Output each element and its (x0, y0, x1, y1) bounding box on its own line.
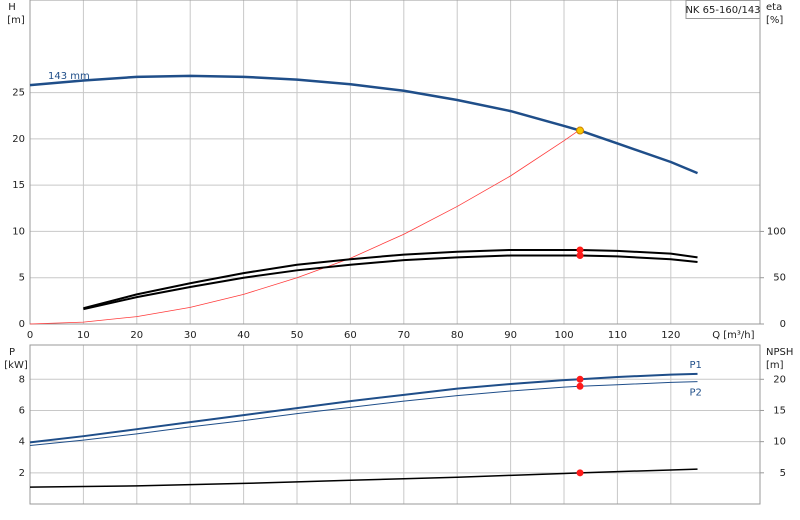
y2-tick-label: 20 (773, 374, 786, 385)
y-tick-label: 20 (12, 134, 25, 145)
title-box (685, 0, 761, 19)
y2-tick-label: 100 (767, 226, 786, 237)
curve (83, 248, 698, 310)
x-tick-label: 80 (451, 330, 464, 341)
x-axis-label: Q [m³/h] (712, 330, 754, 341)
curve-label: P1 (690, 360, 702, 371)
y2-axis-unit: [m] (766, 360, 784, 371)
x-tick-label: 50 (291, 330, 304, 341)
curve-label: P2 (690, 388, 702, 399)
curve (29, 129, 581, 325)
y-axis-unit: [m] (7, 15, 25, 26)
x-tick-label: 70 (397, 330, 410, 341)
x-tick-label: 0 (27, 330, 33, 341)
chart-title: NK 65-160/143 (685, 5, 760, 16)
y-tick-label: 4 (19, 437, 25, 448)
y2-axis-label: NPSH (766, 347, 793, 358)
x-tick-label: 110 (608, 330, 627, 341)
curve (83, 254, 698, 311)
duty-point (576, 375, 584, 383)
y-tick-label: 6 (19, 405, 25, 416)
x-tick-label: 60 (344, 330, 357, 341)
x-tick-label: 100 (554, 330, 573, 341)
y-tick-label: 25 (12, 88, 25, 99)
duty-point (576, 251, 584, 259)
y-axis-label: H (8, 2, 16, 13)
y-axis-unit: [kW] (4, 360, 28, 371)
x-tick-label: 10 (77, 330, 90, 341)
y-tick-label: 2 (19, 468, 25, 479)
curve (29, 74, 699, 175)
y-tick-label: 5 (19, 273, 25, 284)
y2-axis-label: eta (766, 2, 782, 13)
y2-axis-unit: [%] (766, 15, 783, 26)
duty-point (576, 126, 585, 135)
plot-frame (29, 0, 761, 325)
duty-point (576, 382, 584, 390)
y-tick-label: 10 (12, 226, 25, 237)
plot-frame (29, 344, 761, 505)
y-tick-label: 15 (12, 180, 25, 191)
y2-tick-label: 15 (773, 405, 786, 416)
x-tick-label: 120 (661, 330, 680, 341)
y2-tick-label: 5 (780, 468, 786, 479)
curve (29, 468, 698, 488)
x-tick-label: 20 (130, 330, 143, 341)
y2-tick-label: 0 (780, 319, 786, 330)
x-tick-label: 90 (504, 330, 517, 341)
curve (29, 372, 698, 444)
duty-point (576, 469, 584, 477)
y-tick-label: 0 (19, 319, 25, 330)
y-tick-label: 8 (19, 374, 25, 385)
x-tick-label: 30 (184, 330, 197, 341)
y-axis-label: P (9, 347, 15, 358)
curve-label: 143 mm (48, 71, 90, 82)
y2-tick-label: 10 (773, 437, 786, 448)
duty-point (576, 246, 584, 254)
curve (29, 381, 698, 447)
y2-tick-label: 50 (773, 273, 786, 284)
x-tick-label: 40 (237, 330, 250, 341)
